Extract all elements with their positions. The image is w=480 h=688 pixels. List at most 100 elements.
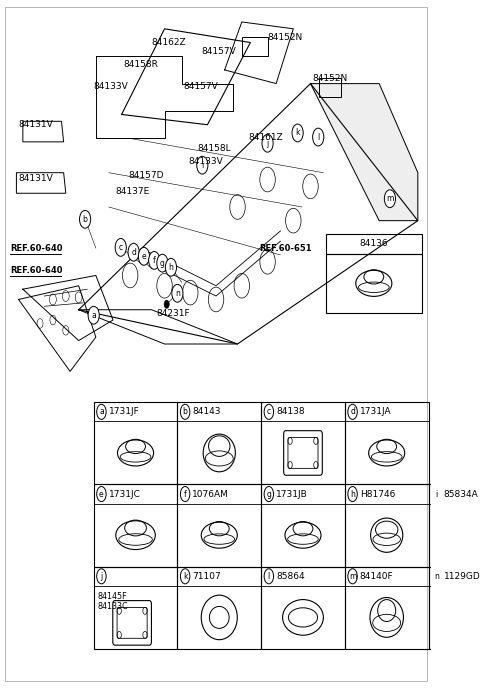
Text: 84140F: 84140F bbox=[360, 572, 394, 581]
Text: b: b bbox=[183, 407, 188, 416]
Text: 85864: 85864 bbox=[276, 572, 305, 581]
Circle shape bbox=[96, 486, 106, 502]
Text: 84152N: 84152N bbox=[267, 32, 303, 41]
Bar bbox=[94, 402, 178, 484]
Circle shape bbox=[96, 405, 106, 420]
Bar bbox=[261, 402, 345, 484]
Circle shape bbox=[80, 211, 91, 228]
Text: 84162Z: 84162Z bbox=[152, 38, 186, 47]
Text: j: j bbox=[266, 139, 269, 148]
Text: 84145F: 84145F bbox=[97, 592, 127, 601]
Text: d: d bbox=[131, 248, 136, 257]
Text: 84143: 84143 bbox=[192, 407, 221, 416]
Circle shape bbox=[348, 486, 357, 502]
Text: d: d bbox=[350, 407, 355, 416]
Text: l: l bbox=[317, 133, 319, 142]
Text: 84231F: 84231F bbox=[156, 309, 190, 318]
Text: e: e bbox=[99, 490, 104, 499]
Text: 84138: 84138 bbox=[276, 407, 305, 416]
Circle shape bbox=[262, 134, 273, 152]
Bar bbox=[94, 484, 178, 567]
Circle shape bbox=[264, 405, 274, 420]
Text: 84131V: 84131V bbox=[19, 173, 53, 183]
Text: a: a bbox=[91, 311, 96, 320]
Circle shape bbox=[138, 248, 149, 265]
Text: 84157V: 84157V bbox=[201, 47, 236, 56]
Text: c: c bbox=[267, 407, 271, 416]
Text: j: j bbox=[100, 572, 103, 581]
Bar bbox=[178, 484, 261, 567]
Bar bbox=[325, 235, 422, 254]
Bar bbox=[178, 402, 261, 484]
Text: k: k bbox=[295, 129, 300, 138]
Bar bbox=[261, 484, 345, 567]
Bar bbox=[178, 567, 261, 649]
Text: 84161Z: 84161Z bbox=[248, 133, 283, 142]
Text: H81746: H81746 bbox=[360, 490, 395, 499]
Circle shape bbox=[180, 569, 190, 584]
Text: 1129GD: 1129GD bbox=[444, 572, 480, 581]
Circle shape bbox=[197, 156, 208, 174]
Text: b: b bbox=[83, 215, 87, 224]
Circle shape bbox=[348, 405, 357, 420]
Text: 71107: 71107 bbox=[192, 572, 221, 581]
Circle shape bbox=[432, 569, 441, 584]
Circle shape bbox=[166, 259, 177, 276]
Text: k: k bbox=[183, 572, 187, 581]
Text: 1731JB: 1731JB bbox=[276, 490, 308, 499]
Text: g: g bbox=[266, 490, 271, 499]
Text: e: e bbox=[142, 252, 146, 261]
Circle shape bbox=[164, 300, 169, 308]
Text: 84137E: 84137E bbox=[115, 187, 149, 196]
Text: f: f bbox=[184, 490, 187, 499]
Circle shape bbox=[157, 255, 168, 272]
Text: 84131V: 84131V bbox=[19, 120, 53, 129]
Circle shape bbox=[88, 306, 99, 324]
Circle shape bbox=[312, 128, 324, 146]
Text: 1731JF: 1731JF bbox=[108, 407, 140, 416]
Circle shape bbox=[264, 569, 274, 584]
Circle shape bbox=[432, 486, 441, 502]
Text: i: i bbox=[201, 161, 204, 170]
Bar bbox=[325, 254, 422, 313]
Bar bbox=[429, 484, 480, 567]
Circle shape bbox=[292, 124, 303, 142]
Text: a: a bbox=[99, 407, 104, 416]
Text: 84133V: 84133V bbox=[94, 82, 129, 91]
Circle shape bbox=[172, 284, 183, 302]
Text: 84158L: 84158L bbox=[197, 144, 231, 153]
Bar bbox=[345, 484, 429, 567]
Text: 84152N: 84152N bbox=[312, 74, 348, 83]
Circle shape bbox=[264, 486, 274, 502]
Polygon shape bbox=[311, 84, 418, 221]
Text: m: m bbox=[386, 194, 394, 203]
Text: 84133C: 84133C bbox=[97, 602, 128, 611]
Circle shape bbox=[348, 569, 357, 584]
Bar bbox=[345, 402, 429, 484]
Bar bbox=[94, 567, 178, 649]
Text: h: h bbox=[350, 490, 355, 499]
Bar bbox=[429, 567, 480, 649]
Bar bbox=[261, 567, 345, 649]
Text: 1731JC: 1731JC bbox=[108, 490, 141, 499]
Text: g: g bbox=[160, 259, 165, 268]
Text: REF.60-640: REF.60-640 bbox=[10, 244, 62, 252]
Circle shape bbox=[149, 252, 160, 269]
Text: f: f bbox=[153, 256, 156, 265]
Text: REF.60-651: REF.60-651 bbox=[259, 244, 312, 252]
Text: REF.60-640: REF.60-640 bbox=[10, 266, 62, 275]
Bar bbox=[345, 567, 429, 649]
Text: 84157D: 84157D bbox=[128, 171, 164, 180]
Text: c: c bbox=[119, 243, 123, 252]
Text: n: n bbox=[434, 572, 439, 581]
Text: 84157V: 84157V bbox=[184, 82, 218, 91]
Text: 84158R: 84158R bbox=[124, 60, 158, 69]
Text: n: n bbox=[175, 289, 180, 298]
Circle shape bbox=[180, 486, 190, 502]
Text: 1731JA: 1731JA bbox=[360, 407, 392, 416]
Circle shape bbox=[96, 569, 106, 584]
Text: h: h bbox=[168, 263, 173, 272]
Circle shape bbox=[115, 239, 126, 257]
Text: 85834A: 85834A bbox=[444, 490, 479, 499]
Text: 84136: 84136 bbox=[360, 239, 388, 248]
